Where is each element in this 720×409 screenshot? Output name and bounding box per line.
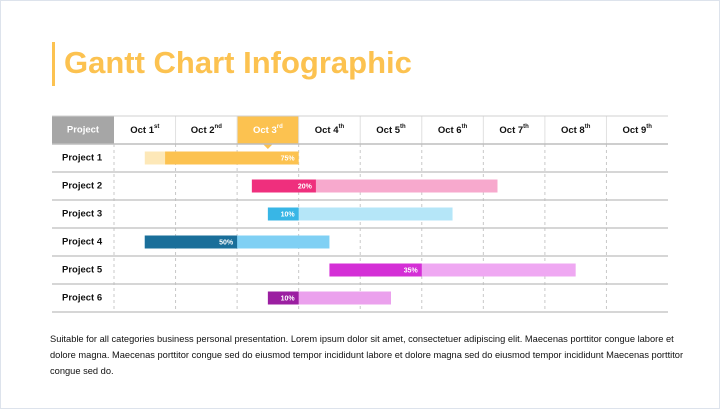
date-suffix: nd bbox=[215, 124, 223, 130]
date-label: Oct 2nd bbox=[191, 124, 222, 136]
project-label: Project 3 bbox=[62, 209, 102, 220]
progress-label: 35% bbox=[404, 267, 419, 274]
date-day: Oct 1 bbox=[130, 125, 154, 136]
date-day: Oct 6 bbox=[438, 125, 462, 136]
highlight-pointer bbox=[262, 144, 273, 149]
project-label: Project 5 bbox=[62, 265, 103, 276]
title-accent bbox=[52, 42, 55, 86]
date-day: Oct 8 bbox=[561, 125, 585, 136]
date-label: Oct 4th bbox=[315, 124, 345, 136]
date-label: Oct 7th bbox=[499, 124, 529, 136]
progress-bar bbox=[251, 179, 316, 193]
date-label: Oct 1st bbox=[130, 124, 159, 136]
progress-label: 10% bbox=[281, 211, 296, 218]
header-project-cell bbox=[52, 116, 114, 144]
date-suffix: th bbox=[338, 124, 344, 130]
date-label: Oct 3rd bbox=[253, 124, 283, 136]
progress-bar bbox=[329, 263, 422, 277]
progress-bar bbox=[165, 151, 299, 165]
progress-label: 20% bbox=[298, 183, 313, 190]
highlight-header bbox=[237, 116, 299, 144]
date-label: Oct 9th bbox=[623, 124, 653, 136]
date-label: Oct 8th bbox=[561, 124, 591, 136]
date-suffix: th bbox=[400, 124, 406, 130]
date-day: Oct 9 bbox=[623, 125, 647, 136]
date-suffix: th bbox=[523, 124, 529, 130]
chart-title: Gantt Chart Infographic bbox=[64, 45, 412, 80]
progress-label: 50% bbox=[219, 239, 234, 246]
project-label: Project 1 bbox=[62, 153, 103, 164]
date-day: Oct 7 bbox=[499, 125, 523, 136]
date-label: Oct 5th bbox=[376, 124, 406, 136]
description: Suitable for all categories business per… bbox=[50, 334, 684, 376]
progress-label: 75% bbox=[281, 155, 296, 162]
progress-bar bbox=[267, 207, 299, 221]
project-label: Project 2 bbox=[62, 181, 102, 192]
date-day: Oct 2 bbox=[191, 125, 215, 136]
progress-bar bbox=[267, 291, 299, 305]
progress-bar bbox=[144, 235, 238, 249]
date-suffix: th bbox=[462, 124, 468, 130]
date-suffix: rd bbox=[277, 124, 283, 130]
date-day: Oct 5 bbox=[376, 125, 400, 136]
project-label: Project 4 bbox=[62, 237, 103, 248]
date-label: Oct 6th bbox=[438, 124, 468, 136]
date-day: Oct 4 bbox=[315, 125, 339, 136]
date-suffix: th bbox=[646, 124, 652, 130]
date-suffix: st bbox=[154, 124, 159, 130]
progress-label: 10% bbox=[281, 295, 296, 302]
date-day: Oct 3 bbox=[253, 125, 277, 136]
project-label: Project 6 bbox=[62, 293, 102, 304]
date-suffix: th bbox=[585, 124, 591, 130]
planned-bar bbox=[267, 207, 453, 221]
header-project-label: Project bbox=[67, 125, 100, 136]
